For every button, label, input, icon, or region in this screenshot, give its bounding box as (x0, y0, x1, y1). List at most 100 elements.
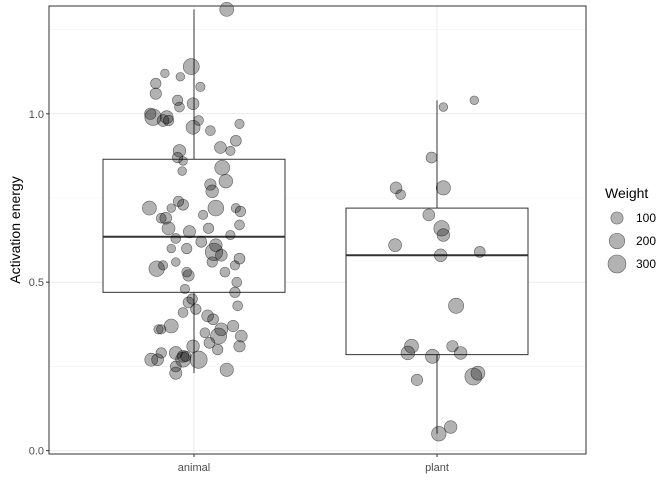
data-points (142, 2, 486, 442)
y-tick-label: 1.0 (29, 109, 44, 121)
box-iqr (345, 207, 529, 356)
data-point (425, 349, 440, 364)
data-point (230, 203, 241, 214)
y-axis: 0.0 0.5 1.0 (29, 109, 49, 458)
data-point (177, 166, 187, 176)
data-point (473, 246, 486, 258)
data-point (160, 68, 170, 79)
data-point (166, 243, 176, 254)
data-point (207, 313, 219, 326)
legend: Weight 100 200 300 (605, 185, 656, 274)
data-point (225, 230, 236, 241)
data-point (175, 351, 191, 368)
data-point (204, 242, 224, 261)
data-point (182, 269, 195, 282)
data-point (395, 189, 406, 200)
data-point (182, 296, 195, 309)
data-point (172, 94, 184, 106)
data-point (235, 329, 248, 343)
data-point (232, 300, 243, 312)
data-point (181, 242, 193, 255)
box-plant (345, 100, 529, 434)
data-point (161, 221, 176, 236)
data-point (198, 209, 209, 220)
legend-key (608, 232, 626, 250)
panel-border (48, 5, 587, 455)
data-point (175, 72, 186, 82)
data-point (153, 324, 164, 335)
data-point (438, 102, 449, 112)
data-point (207, 199, 225, 217)
data-point (195, 236, 208, 248)
data-point (227, 319, 240, 333)
box-iqr (102, 158, 286, 293)
data-point (234, 118, 245, 129)
data-point (179, 283, 190, 294)
data-point (233, 340, 246, 353)
data-point (171, 257, 181, 267)
data-point (185, 119, 201, 135)
data-point (201, 309, 214, 323)
data-point (186, 293, 198, 305)
data-point (148, 260, 165, 277)
box-animal (102, 9, 286, 374)
data-point (182, 58, 200, 75)
data-point (189, 350, 208, 369)
data-point (234, 219, 245, 231)
data-point (186, 339, 200, 353)
data-point (186, 97, 200, 110)
legend-label: 300 (636, 257, 656, 271)
data-point (454, 346, 468, 360)
data-point (170, 233, 182, 244)
data-point (176, 350, 190, 363)
data-point (183, 225, 196, 239)
y-tick-label: 0.5 (29, 277, 44, 289)
data-point (234, 205, 246, 218)
data-point (219, 362, 234, 377)
data-point (172, 152, 184, 164)
data-point (404, 338, 419, 354)
data-point (215, 249, 228, 262)
data-point (180, 350, 192, 362)
data-point (144, 352, 159, 367)
data-point (388, 238, 402, 252)
data-point (177, 307, 189, 318)
data-point (195, 81, 206, 92)
boxes (102, 9, 529, 434)
data-point (178, 156, 188, 166)
data-point (199, 327, 211, 339)
grid (49, 6, 586, 454)
legend-label: 100 (636, 211, 656, 225)
legend-title: Weight (605, 185, 648, 201)
data-point (230, 134, 242, 147)
data-point (156, 114, 170, 127)
data-point (203, 337, 216, 349)
data-point (151, 353, 164, 366)
data-point (218, 174, 233, 189)
data-point (214, 159, 230, 176)
data-point (444, 420, 458, 434)
data-point (169, 366, 183, 380)
data-point (158, 260, 169, 271)
data-point (142, 200, 157, 216)
data-point (219, 266, 231, 278)
legend-key (610, 211, 624, 225)
data-point (225, 145, 236, 156)
data-point (425, 151, 438, 164)
data-point (435, 180, 451, 196)
y-tick-label: 0.0 (29, 446, 44, 458)
data-point (190, 303, 202, 315)
data-point (469, 95, 479, 105)
y-axis-title: Activation energy (7, 176, 23, 283)
data-point (229, 260, 240, 271)
data-point (177, 198, 189, 211)
data-point (205, 184, 219, 198)
data-point (436, 228, 450, 242)
data-point (166, 203, 176, 213)
data-point (170, 360, 182, 373)
x-tick-label: animal (178, 462, 210, 474)
data-point (410, 373, 423, 386)
x-tick-label: plant (425, 462, 449, 474)
data-point (209, 238, 223, 252)
